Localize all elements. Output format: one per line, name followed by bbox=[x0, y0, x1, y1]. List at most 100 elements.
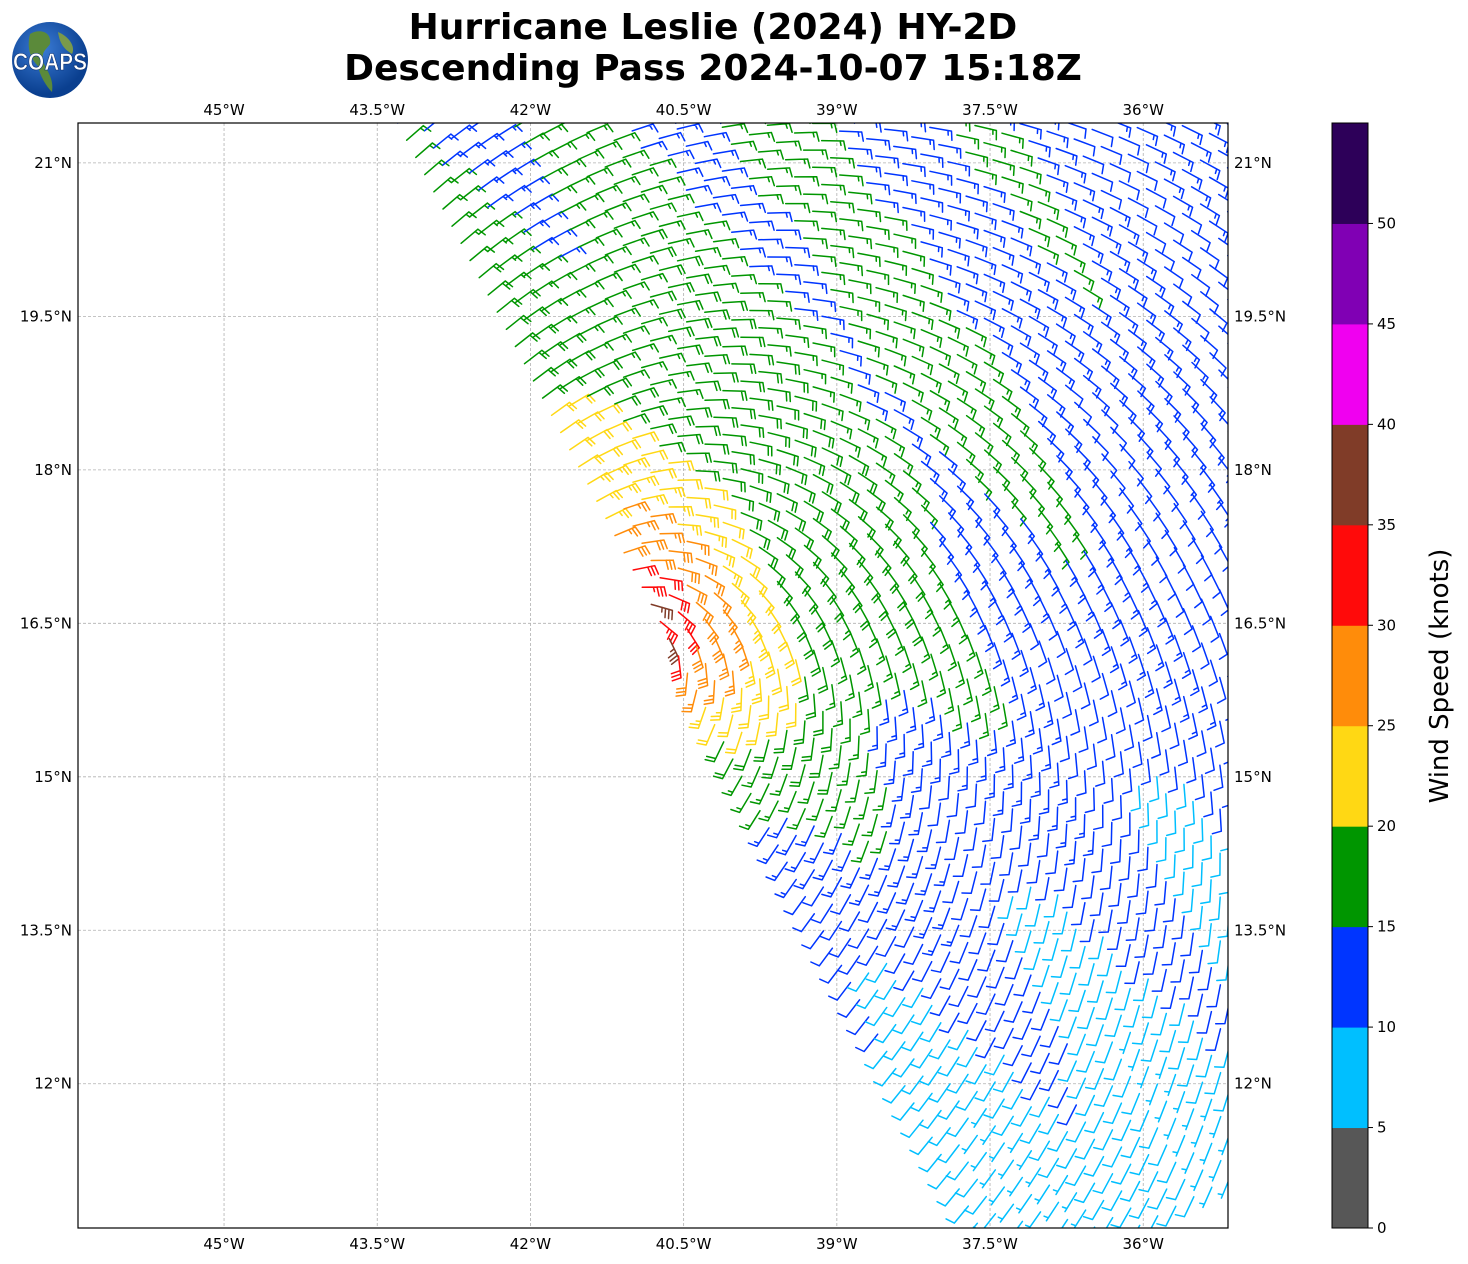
wind-barb bbox=[1163, 661, 1173, 689]
wind-barb bbox=[908, 812, 924, 836]
wind-barb bbox=[1190, 229, 1211, 253]
wind-barb bbox=[1159, 749, 1170, 776]
colorbar-bin bbox=[1332, 424, 1368, 526]
wind-barb bbox=[903, 943, 924, 965]
wind-barb bbox=[523, 306, 550, 321]
wind-barb bbox=[884, 172, 909, 187]
wind-barb bbox=[1054, 123, 1060, 131]
wind-barb bbox=[740, 555, 761, 579]
wind-barb bbox=[1110, 1207, 1132, 1228]
wind-barb bbox=[1190, 905, 1203, 931]
wind-barb bbox=[640, 272, 668, 283]
wind-barb bbox=[830, 332, 854, 349]
wind-barb bbox=[1074, 621, 1085, 649]
wind-barb bbox=[793, 720, 806, 745]
wind-barb bbox=[900, 1119, 924, 1139]
wind-barb bbox=[595, 315, 623, 327]
wind-barb bbox=[1053, 867, 1068, 892]
wind-barb bbox=[722, 345, 748, 356]
wind-barb bbox=[956, 266, 979, 285]
wind-barb bbox=[1176, 783, 1187, 810]
wind-barb bbox=[956, 178, 980, 195]
wind-barb bbox=[893, 970, 915, 992]
wind-barb bbox=[983, 229, 1006, 248]
wind-barb bbox=[1092, 567, 1105, 595]
wind-barb bbox=[640, 184, 668, 195]
wind-barb bbox=[749, 529, 771, 550]
wind-barb bbox=[864, 1050, 888, 1070]
wind-barb bbox=[766, 817, 788, 839]
wind-barb bbox=[1020, 474, 1037, 500]
wind-barb bbox=[775, 184, 802, 196]
wind-barb bbox=[1129, 1154, 1150, 1176]
wind-barb bbox=[857, 603, 871, 631]
wind-barb bbox=[811, 903, 834, 924]
wind-barb bbox=[838, 911, 861, 932]
wind-barb bbox=[910, 1004, 933, 1026]
wind-barb bbox=[677, 433, 704, 445]
colorbar-bin bbox=[1332, 926, 1368, 1028]
wind-barb bbox=[794, 395, 818, 412]
wind-barb bbox=[676, 123, 704, 133]
wind-barb bbox=[740, 424, 765, 439]
wind-barb bbox=[882, 1041, 906, 1061]
wind-barb bbox=[586, 385, 614, 397]
wind-barb bbox=[1108, 882, 1122, 908]
wind-barb bbox=[1154, 249, 1175, 272]
wind-barb bbox=[993, 598, 1005, 626]
wind-barb bbox=[803, 412, 826, 431]
wind-barb bbox=[1007, 1132, 1024, 1154]
wind-barb bbox=[803, 281, 828, 295]
wind-barb bbox=[1091, 304, 1112, 327]
wind-barb bbox=[920, 285, 943, 303]
wind-barb bbox=[1127, 153, 1150, 174]
colorbar-label: Wind Speed (knots) bbox=[1425, 548, 1455, 804]
wind-barb bbox=[846, 1016, 870, 1036]
wind-barb bbox=[932, 907, 951, 930]
wind-barb bbox=[1045, 850, 1059, 875]
wind-barb bbox=[794, 220, 820, 232]
wind-barb bbox=[767, 431, 791, 448]
wind-barb bbox=[889, 821, 906, 845]
wind-barb bbox=[713, 504, 737, 521]
wind-barb bbox=[1199, 1142, 1213, 1165]
wind-barb bbox=[649, 202, 677, 213]
wind-barb bbox=[740, 599, 757, 626]
wind-barb bbox=[1198, 923, 1212, 948]
wind-barb bbox=[929, 346, 952, 367]
wind-barb bbox=[761, 756, 779, 779]
wind-barb bbox=[868, 874, 888, 897]
wind-barb bbox=[914, 873, 933, 896]
wind-barb bbox=[1020, 562, 1034, 589]
wind-barb bbox=[1137, 478, 1153, 505]
wind-barb bbox=[1046, 350, 1067, 373]
wind-barb bbox=[965, 239, 988, 258]
wind-barb bbox=[974, 388, 995, 411]
wind-barb bbox=[875, 199, 899, 214]
wind-barb bbox=[614, 439, 642, 450]
wind-barb bbox=[988, 1186, 1006, 1206]
wind-barb bbox=[622, 369, 651, 379]
wind-barb bbox=[650, 559, 677, 570]
lat-tick-label-right: 18°N bbox=[1234, 461, 1272, 479]
wind-barb bbox=[833, 806, 851, 829]
colorbar-tick-label: 40 bbox=[1377, 415, 1396, 433]
wind-barb bbox=[1019, 298, 1041, 320]
wind-barb bbox=[1147, 1144, 1168, 1167]
wind-barb bbox=[1029, 623, 1040, 651]
wind-barb bbox=[1173, 502, 1188, 530]
wind-barb bbox=[1091, 848, 1104, 874]
wind-barb bbox=[975, 607, 987, 635]
wind-barb bbox=[677, 388, 704, 400]
wind-barb bbox=[677, 567, 701, 585]
wind-barb bbox=[1103, 777, 1114, 804]
wind-barb bbox=[884, 567, 900, 594]
colorbar-tick-label: 10 bbox=[1377, 1018, 1396, 1036]
wind-barb bbox=[848, 279, 872, 295]
wind-barb bbox=[1164, 354, 1183, 379]
wind-barb bbox=[875, 743, 887, 769]
wind-barb bbox=[745, 722, 761, 746]
wind-barb bbox=[974, 651, 984, 679]
wind-barb bbox=[842, 823, 860, 846]
wind-barb bbox=[1048, 1043, 1068, 1065]
